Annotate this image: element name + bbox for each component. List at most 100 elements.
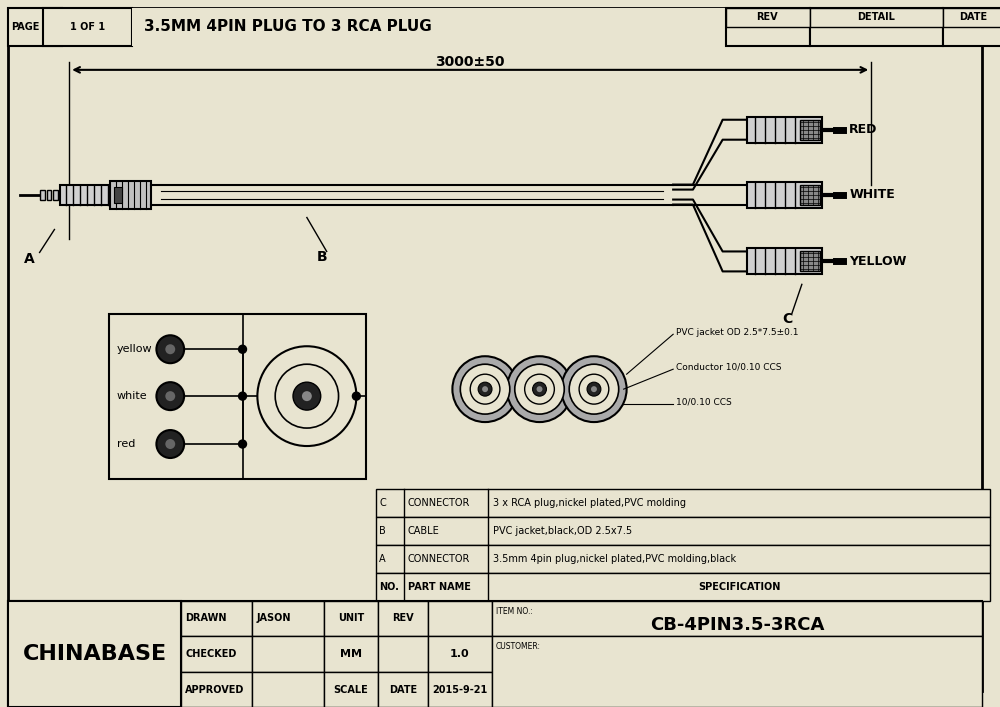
Circle shape — [561, 356, 627, 422]
Text: PART NAME: PART NAME — [408, 582, 471, 592]
Bar — [376, 489, 990, 517]
Circle shape — [537, 386, 542, 392]
Bar — [109, 315, 366, 479]
Text: CABLE: CABLE — [408, 526, 440, 536]
Bar — [252, 636, 324, 672]
Circle shape — [275, 364, 339, 428]
Circle shape — [293, 382, 321, 410]
Text: JASON: JASON — [256, 614, 291, 624]
Circle shape — [533, 382, 546, 396]
Text: DRAWN: DRAWN — [185, 614, 227, 624]
Bar — [810, 8, 943, 27]
Bar — [8, 601, 982, 707]
Circle shape — [470, 374, 500, 404]
Bar — [492, 636, 982, 707]
Bar — [47, 189, 51, 199]
Bar — [428, 636, 492, 672]
Text: 3 x RCA plug,nickel plated,PVC molding: 3 x RCA plug,nickel plated,PVC molding — [493, 498, 686, 508]
Text: WHITE: WHITE — [849, 188, 895, 201]
Circle shape — [579, 374, 609, 404]
Bar — [60, 185, 110, 204]
Circle shape — [460, 364, 510, 414]
Text: 1.0: 1.0 — [450, 649, 470, 659]
Text: 3000±50: 3000±50 — [435, 55, 505, 69]
Circle shape — [515, 364, 564, 414]
Text: DATE: DATE — [389, 684, 417, 695]
Text: 3.5MM 4PIN PLUG TO 3 RCA PLUG: 3.5MM 4PIN PLUG TO 3 RCA PLUG — [144, 19, 431, 35]
Text: PAGE: PAGE — [11, 22, 39, 32]
Circle shape — [482, 386, 488, 392]
Bar — [428, 601, 492, 636]
Text: UNIT: UNIT — [338, 614, 364, 624]
Circle shape — [507, 356, 572, 422]
Circle shape — [452, 356, 518, 422]
Bar — [378, 601, 428, 636]
Text: REV: REV — [756, 12, 778, 22]
Circle shape — [156, 335, 184, 363]
Text: 10/0.10 CCS: 10/0.10 CCS — [676, 397, 732, 407]
Text: C: C — [782, 312, 792, 327]
Circle shape — [572, 367, 616, 411]
Text: SCALE: SCALE — [334, 684, 368, 695]
Bar — [8, 8, 62, 46]
Bar — [810, 8, 943, 46]
Bar — [747, 117, 822, 143]
Text: YELLOW: YELLOW — [849, 255, 907, 268]
Bar — [8, 601, 181, 707]
Bar — [252, 601, 324, 636]
Bar — [378, 672, 428, 707]
Circle shape — [156, 430, 184, 458]
Bar — [181, 601, 252, 636]
Text: PVC jacket,black,OD 2.5x7.5: PVC jacket,black,OD 2.5x7.5 — [493, 526, 632, 536]
Circle shape — [569, 364, 619, 414]
Bar — [492, 601, 982, 636]
Bar — [800, 185, 820, 204]
Circle shape — [257, 346, 356, 446]
Circle shape — [165, 439, 175, 449]
Circle shape — [587, 382, 601, 396]
Circle shape — [165, 344, 175, 354]
Bar — [943, 8, 1000, 27]
Text: white: white — [117, 391, 147, 401]
Circle shape — [352, 392, 360, 400]
Bar — [726, 8, 810, 46]
Text: CHECKED: CHECKED — [185, 649, 236, 659]
Bar — [747, 182, 822, 208]
Circle shape — [591, 386, 597, 392]
Bar — [53, 189, 58, 199]
Text: CUSTOMER:: CUSTOMER: — [496, 642, 541, 651]
Bar — [747, 248, 822, 274]
Text: NO.: NO. — [379, 582, 399, 592]
Text: RED: RED — [849, 123, 878, 136]
Text: B: B — [379, 526, 386, 536]
Text: C: C — [379, 498, 386, 508]
Text: CHINABASE: CHINABASE — [22, 644, 167, 664]
Circle shape — [478, 382, 492, 396]
Circle shape — [302, 391, 312, 401]
Bar — [376, 573, 990, 601]
Text: ITEM NO.:: ITEM NO.: — [496, 607, 533, 616]
Text: yellow: yellow — [117, 344, 152, 354]
Text: REV: REV — [392, 614, 414, 624]
Text: CONNECTOR: CONNECTOR — [408, 498, 470, 508]
Bar — [252, 672, 324, 707]
Bar — [132, 8, 726, 46]
Text: CONNECTOR: CONNECTOR — [408, 554, 470, 563]
Bar — [324, 636, 378, 672]
Bar — [376, 517, 990, 545]
Bar — [378, 636, 428, 672]
Bar — [110, 180, 151, 209]
Bar — [376, 545, 990, 573]
Bar — [726, 8, 810, 27]
Text: B: B — [317, 250, 327, 264]
Bar — [114, 187, 122, 203]
Text: SPECIFICATION: SPECIFICATION — [698, 582, 780, 592]
Bar — [181, 672, 252, 707]
Bar — [43, 8, 132, 46]
Bar — [324, 672, 378, 707]
Text: APPROVED: APPROVED — [185, 684, 244, 695]
Circle shape — [525, 374, 554, 404]
Circle shape — [239, 345, 246, 354]
Text: PVC jacket OD 2.5*7.5±0.1: PVC jacket OD 2.5*7.5±0.1 — [676, 328, 799, 337]
Circle shape — [239, 440, 246, 448]
